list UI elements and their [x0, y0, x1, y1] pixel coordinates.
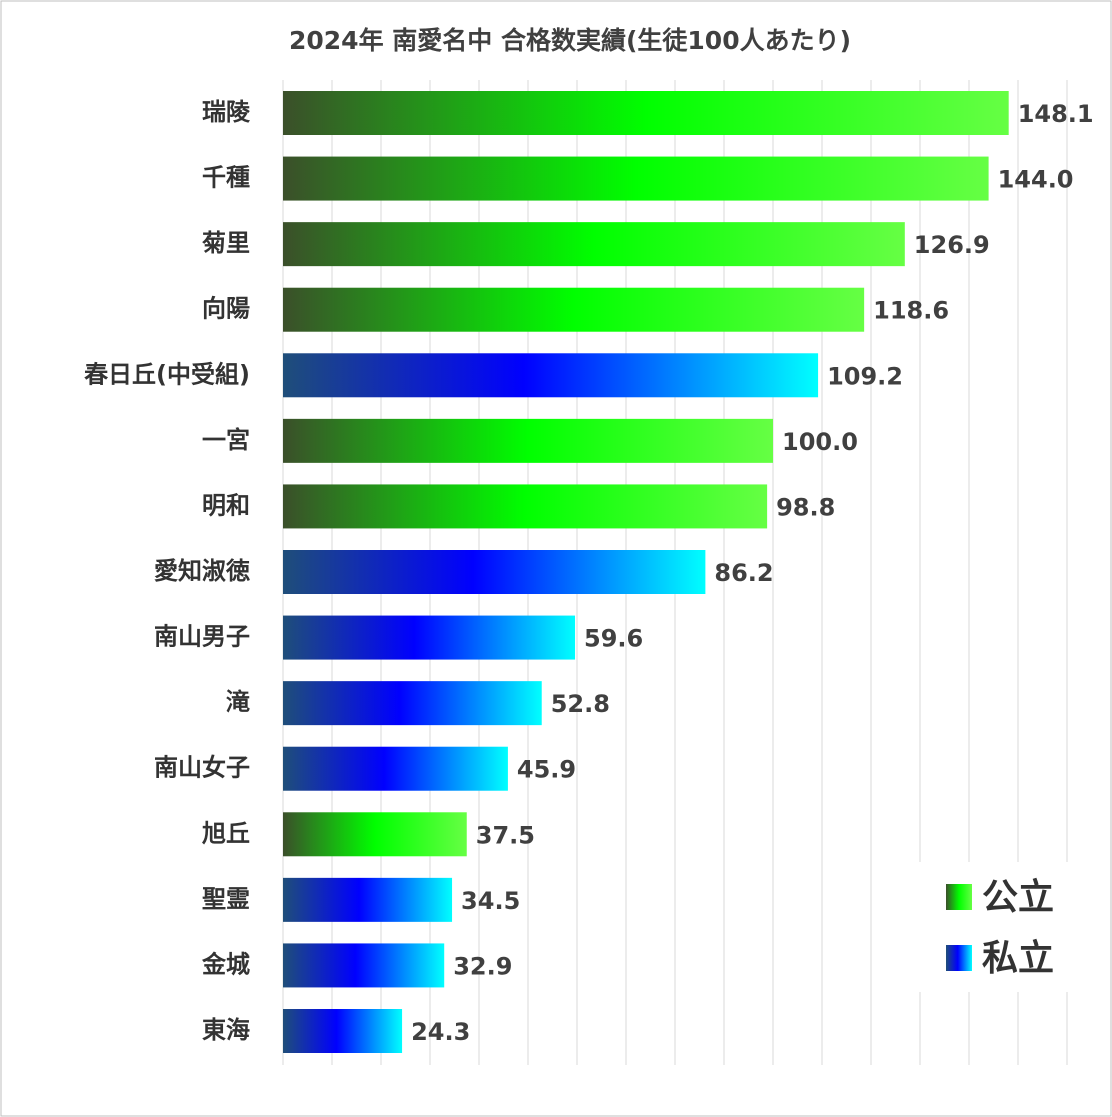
value-label: 34.5 [461, 887, 520, 915]
value-label: 98.8 [776, 493, 835, 521]
category-label: 一宮 [202, 426, 250, 454]
category-label: 菊里 [202, 229, 250, 257]
value-label: 32.9 [453, 952, 512, 980]
bar [283, 287, 865, 332]
bar [283, 418, 773, 463]
category-label: 南山女子 [154, 754, 250, 782]
bar [283, 91, 1009, 135]
value-label: 45.9 [517, 756, 576, 784]
bar [283, 1009, 403, 1053]
value-label: 100.0 [782, 428, 858, 456]
value-label: 144.0 [998, 166, 1074, 194]
bar [283, 943, 445, 988]
bar [283, 615, 576, 660]
value-label: 109.2 [827, 362, 903, 390]
category-label: 東海 [202, 1016, 250, 1044]
bar [283, 550, 706, 594]
category-label: 千種 [202, 164, 250, 192]
value-label: 24.3 [411, 1018, 470, 1046]
value-label: 59.6 [584, 625, 643, 653]
category-label: 愛知淑徳 [154, 557, 250, 585]
bar [283, 877, 453, 922]
category-label: 向陽 [202, 295, 250, 323]
category-label: 南山男子 [154, 623, 250, 651]
legend-swatch [946, 945, 972, 971]
category-label: 聖霊 [202, 885, 250, 913]
category-label: 春日丘(中受組) [84, 360, 250, 388]
bar [283, 222, 905, 267]
legend-label: 公立 [982, 877, 1054, 918]
value-label: 37.5 [476, 821, 535, 849]
value-label: 52.8 [551, 690, 610, 718]
legend-swatch [946, 884, 972, 910]
value-label: 126.9 [914, 231, 990, 259]
bar [283, 812, 467, 857]
category-label: 明和 [202, 491, 250, 519]
bar [283, 156, 989, 201]
value-label: 148.1 [1018, 100, 1094, 128]
legend-box [918, 862, 1078, 992]
bar [283, 746, 508, 791]
category-label: 旭丘 [201, 819, 250, 847]
chart-title: 2024年 南愛名中 合格数実績(生徒100人あたり) [289, 26, 851, 55]
bar [283, 681, 542, 726]
value-label: 118.6 [873, 297, 949, 325]
legend-label: 私立 [982, 938, 1054, 979]
value-label: 86.2 [714, 559, 773, 587]
category-label: 金城 [201, 950, 250, 978]
bar [283, 484, 768, 529]
category-label: 瑞陵 [202, 98, 251, 126]
category-label: 滝 [226, 688, 250, 716]
bar [283, 353, 819, 398]
